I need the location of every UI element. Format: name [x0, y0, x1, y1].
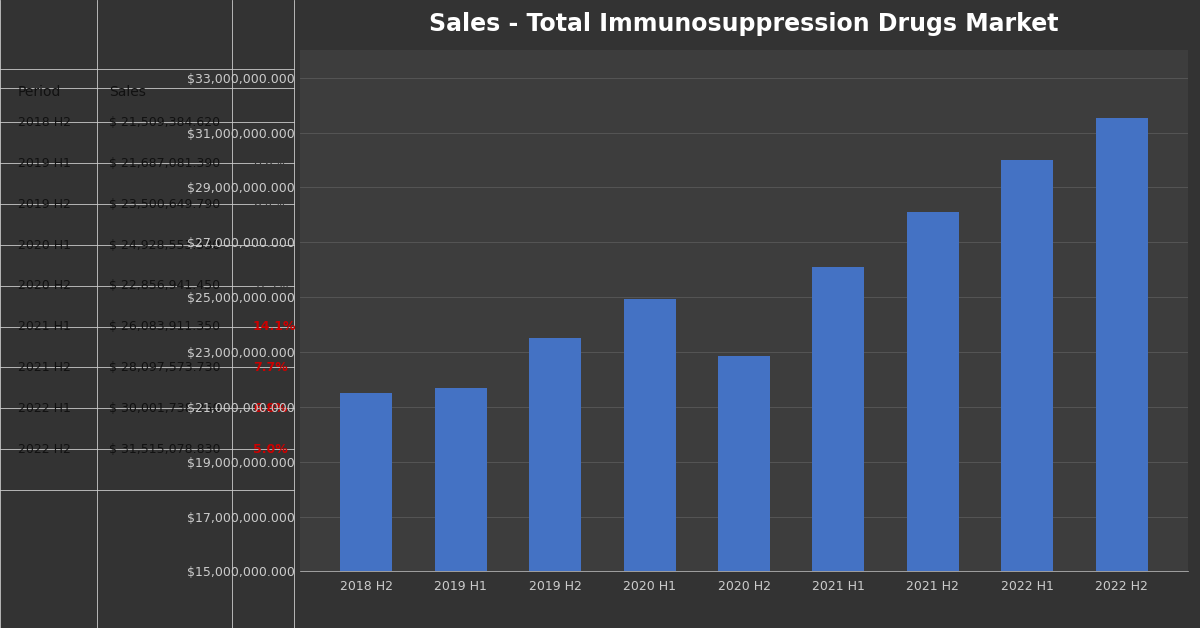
Bar [529, 338, 581, 628]
Text: 2022 H1: 2022 H1 [18, 402, 71, 415]
Text: -8.3%: -8.3% [253, 279, 289, 293]
Text: 8.4%: 8.4% [253, 198, 284, 211]
Text: 2021 H2: 2021 H2 [18, 361, 71, 374]
Bar [1001, 160, 1054, 628]
Text: 2019 H2: 2019 H2 [18, 198, 71, 211]
Text: $ 22,856,941.450: $ 22,856,941.450 [109, 279, 220, 293]
Text: 6.1%: 6.1% [253, 239, 284, 252]
Text: $ 24,928,553.530: $ 24,928,553.530 [109, 239, 220, 252]
Text: 5.0%: 5.0% [253, 443, 288, 456]
Text: $ 26,083,911.350: $ 26,083,911.350 [109, 320, 220, 333]
Text: $ 23,500,649.790: $ 23,500,649.790 [109, 198, 220, 211]
Bar [1096, 119, 1147, 628]
Bar [718, 356, 770, 628]
Text: 7.7%: 7.7% [253, 361, 288, 374]
Text: 2019 H1: 2019 H1 [18, 157, 71, 170]
Text: 0.8%: 0.8% [253, 157, 284, 170]
Text: 14.1%: 14.1% [253, 320, 296, 333]
Text: Sales: Sales [109, 85, 145, 99]
Text: 2020 H2: 2020 H2 [18, 279, 71, 293]
Text: $ 31,515,078.830: $ 31,515,078.830 [109, 443, 221, 456]
Text: $ 21,687,081.390: $ 21,687,081.390 [109, 157, 220, 170]
Text: 2020 H1: 2020 H1 [18, 239, 71, 252]
Text: $ 28,097,573.730: $ 28,097,573.730 [109, 361, 221, 374]
Text: 2022 H2: 2022 H2 [18, 443, 71, 456]
Text: 2021 H1: 2021 H1 [18, 320, 71, 333]
Bar [812, 268, 864, 628]
Bar [907, 212, 959, 628]
Bar [434, 388, 487, 628]
Text: 6.8%: 6.8% [253, 402, 287, 415]
Text: $ 30,001,738.250: $ 30,001,738.250 [109, 402, 221, 415]
Title: Sales - Total Immunosuppression Drugs Market: Sales - Total Immunosuppression Drugs Ma… [430, 12, 1058, 36]
Bar [341, 393, 392, 628]
Bar [624, 299, 676, 628]
Text: $ 21,509,384.620: $ 21,509,384.620 [109, 116, 220, 129]
Text: Period: Period [18, 85, 61, 99]
Text: 2018 H2: 2018 H2 [18, 116, 71, 129]
